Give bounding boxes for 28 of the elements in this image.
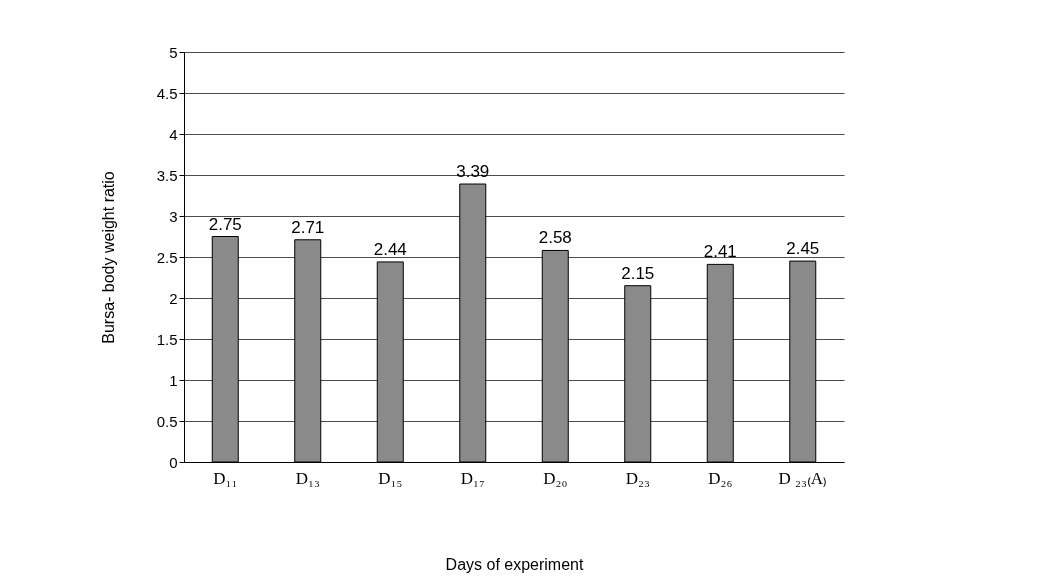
x-tick-label: D₁₅ (378, 468, 403, 488)
x-tick-label: D ₂₃₍A₎ (778, 468, 828, 488)
y-tick-label: 4 (169, 125, 178, 143)
y-tick-label: 0.5 (156, 412, 178, 430)
data-label: 2.15 (621, 263, 655, 283)
y-tick-label: 5 (169, 43, 178, 61)
y-tick-label: 1 (169, 371, 178, 389)
y-tick-label: 0 (169, 453, 178, 471)
y-axis-title: Bursa- body weight ratio (99, 171, 117, 344)
x-tick-label: D₂₃ (625, 468, 650, 488)
x-tick-label: D₂₀ (543, 468, 568, 488)
x-tick-label: D₁₃ (295, 468, 320, 488)
data-label: 2.44 (373, 239, 407, 259)
y-tick-label: 4.5 (156, 84, 178, 102)
x-tick-label: D₁₇ (460, 468, 485, 488)
y-tick-label: 1.5 (156, 330, 178, 348)
x-axis-title: Days of experiment (445, 555, 584, 573)
data-label: 2.58 (538, 228, 572, 248)
y-tick-label: 2 (169, 289, 178, 307)
x-tick-label: D₁₁ (213, 468, 238, 488)
data-label: 2.71 (291, 217, 325, 237)
data-label: 2.45 (786, 239, 820, 259)
data-label: 2.75 (208, 214, 242, 234)
y-tick-label: 3.5 (156, 166, 178, 184)
y-tick-label: 3 (169, 207, 178, 225)
data-label: 2.41 (703, 242, 737, 262)
y-tick-label: 2.5 (156, 248, 178, 266)
x-tick-label: D₂₆ (708, 468, 733, 488)
